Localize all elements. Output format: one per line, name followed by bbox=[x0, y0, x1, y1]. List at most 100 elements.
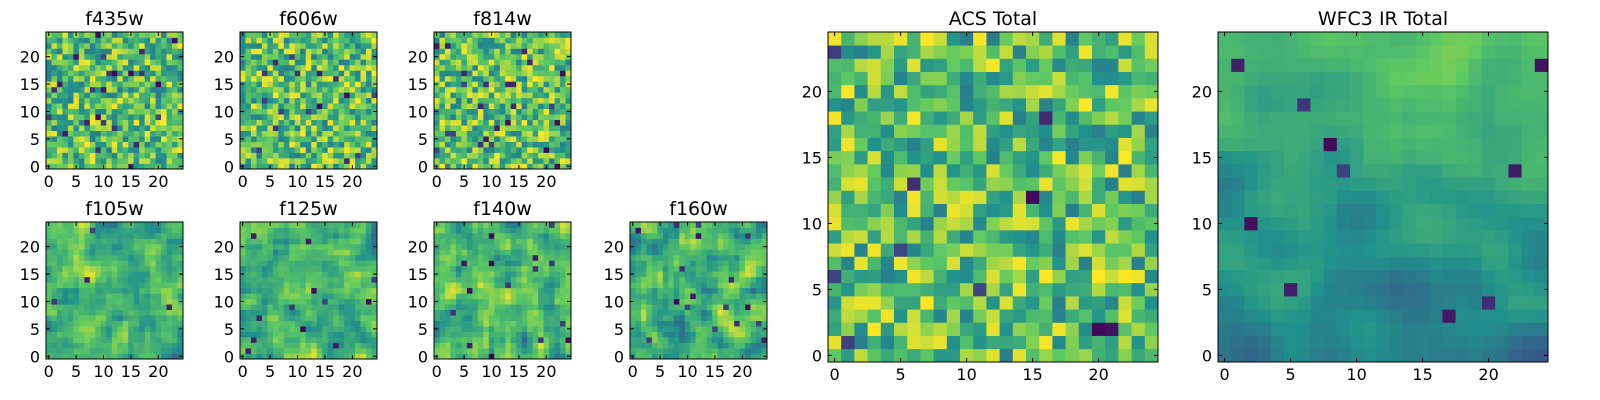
heatmap-cell bbox=[1078, 348, 1093, 363]
y-tick-label: 20 bbox=[408, 48, 428, 67]
heatmap-cell bbox=[240, 276, 246, 283]
heatmap-cell bbox=[505, 125, 512, 131]
heatmap-cell bbox=[712, 304, 719, 311]
heatmap-cell bbox=[67, 326, 74, 332]
heatmap-cell bbox=[89, 75, 96, 82]
heatmap-cell bbox=[668, 320, 675, 327]
heatmap-cell bbox=[261, 238, 268, 245]
heatmap-cell bbox=[128, 232, 135, 239]
heatmap-cell bbox=[139, 249, 145, 256]
heatmap-cell bbox=[62, 53, 69, 60]
heatmap-cell bbox=[472, 238, 479, 245]
heatmap-cell bbox=[549, 108, 555, 115]
heatmap-cell bbox=[728, 271, 735, 278]
heatmap-cell bbox=[532, 32, 539, 38]
heatmap-cell bbox=[756, 276, 762, 283]
heatmap-cell bbox=[640, 249, 647, 256]
heatmap-cell bbox=[527, 108, 533, 115]
heatmap-cell bbox=[532, 152, 539, 159]
heatmap-cell bbox=[538, 309, 544, 316]
heatmap-cell bbox=[723, 276, 729, 283]
heatmap-cell bbox=[461, 249, 468, 256]
heatmap-cell bbox=[89, 48, 96, 55]
heatmap-cell bbox=[100, 326, 107, 332]
heatmap-cell bbox=[355, 114, 361, 121]
heatmap-cell bbox=[657, 254, 664, 261]
heatmap-cell bbox=[128, 331, 135, 338]
heatmap-cell bbox=[505, 287, 512, 294]
heatmap-cell bbox=[434, 315, 440, 321]
heatmap-cell bbox=[261, 260, 268, 267]
heatmap-cell bbox=[527, 125, 533, 131]
heatmap-cell bbox=[95, 119, 102, 126]
heatmap-cell bbox=[311, 97, 318, 104]
heatmap-cell bbox=[349, 125, 356, 131]
heatmap-cell bbox=[316, 342, 323, 349]
heatmap-cell bbox=[166, 32, 173, 38]
heatmap-cell bbox=[1105, 243, 1119, 257]
heatmap-cell bbox=[510, 337, 517, 343]
heatmap-cell bbox=[477, 136, 484, 142]
heatmap-cell bbox=[854, 203, 868, 218]
heatmap-cell bbox=[278, 276, 285, 283]
heatmap-cell bbox=[739, 271, 746, 278]
heatmap-cell bbox=[250, 298, 257, 305]
heatmap-cell bbox=[177, 75, 184, 82]
heatmap-cell bbox=[450, 32, 457, 38]
heatmap-cell bbox=[267, 315, 274, 321]
heatmap-cell bbox=[338, 92, 345, 99]
heatmap-cell bbox=[1092, 216, 1106, 231]
heatmap-cell bbox=[62, 348, 69, 354]
heatmap-cell bbox=[122, 222, 129, 228]
heatmap-cell bbox=[1131, 177, 1146, 191]
heatmap-cell bbox=[300, 315, 307, 321]
heatmap-cell bbox=[560, 276, 566, 283]
heatmap-cell bbox=[117, 81, 124, 88]
heatmap-cell bbox=[272, 97, 279, 104]
heatmap-cell bbox=[133, 42, 140, 49]
heatmap-cell bbox=[483, 125, 490, 131]
heatmap-cell bbox=[289, 125, 296, 131]
heatmap-cell bbox=[250, 125, 257, 131]
heatmap-cell bbox=[100, 309, 107, 316]
heatmap-cell bbox=[986, 230, 1000, 244]
heatmap-cell bbox=[450, 232, 457, 239]
heatmap-cell bbox=[444, 130, 451, 137]
heatmap-cell bbox=[466, 287, 473, 294]
heatmap-cell bbox=[494, 298, 501, 305]
heatmap-cell bbox=[333, 342, 339, 349]
heatmap-cell bbox=[62, 342, 69, 349]
heatmap-cell bbox=[46, 86, 52, 93]
heatmap-cell bbox=[150, 136, 156, 142]
heatmap-cell bbox=[538, 282, 544, 289]
heatmap-cell bbox=[62, 353, 69, 360]
heatmap-cell bbox=[439, 48, 446, 55]
heatmap-cell bbox=[245, 282, 252, 289]
heatmap-cell bbox=[543, 75, 550, 82]
heatmap-cell bbox=[973, 348, 987, 363]
heatmap-cell bbox=[371, 227, 378, 234]
heatmap-cell bbox=[549, 163, 555, 170]
heatmap-cell bbox=[543, 342, 550, 349]
heatmap-cell bbox=[538, 119, 544, 126]
heatmap-cell bbox=[527, 141, 533, 148]
heatmap-cell bbox=[272, 315, 279, 321]
heatmap-cell bbox=[161, 243, 167, 250]
heatmap-cell bbox=[62, 141, 69, 148]
heatmap-cell bbox=[84, 48, 91, 55]
heatmap-cell bbox=[684, 249, 691, 256]
heatmap-cell bbox=[316, 42, 323, 49]
heatmap-cell bbox=[706, 232, 713, 239]
heatmap-cell bbox=[349, 315, 356, 321]
heatmap-cell bbox=[668, 222, 675, 228]
heatmap-cell bbox=[505, 119, 512, 126]
heatmap-cell bbox=[701, 298, 708, 305]
heatmap-cell bbox=[62, 320, 69, 327]
heatmap-cell bbox=[960, 190, 974, 204]
heatmap-cell bbox=[322, 249, 329, 256]
heatmap-cell bbox=[739, 342, 746, 349]
heatmap-cell bbox=[723, 222, 729, 228]
heatmap-cell bbox=[532, 271, 539, 278]
heatmap-cell bbox=[327, 53, 334, 60]
heatmap-cell bbox=[750, 249, 757, 256]
